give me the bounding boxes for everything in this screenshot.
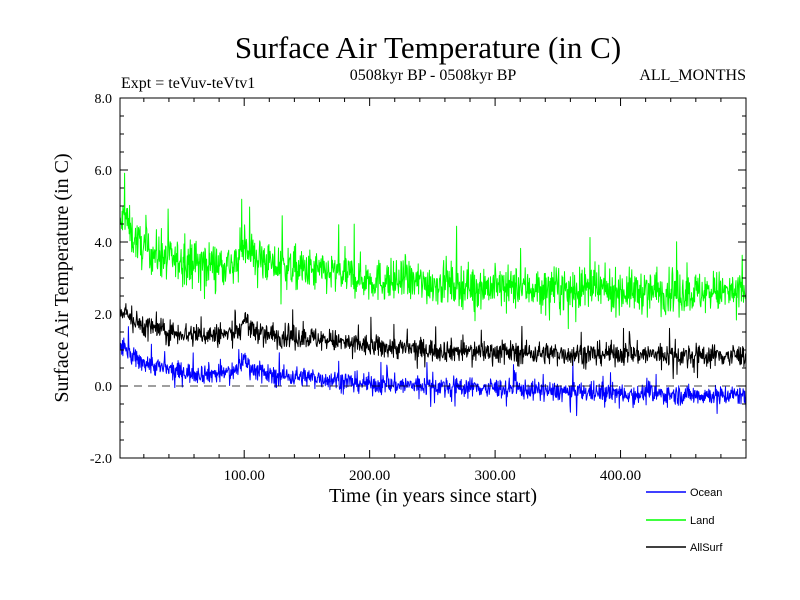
x-tick-label: 300.00: [474, 468, 515, 484]
y-tick-label: 4.0: [95, 236, 113, 251]
x-tick-label: 400.00: [600, 468, 641, 484]
y-tick-label: 8.0: [95, 92, 113, 107]
experiment-label: Expt = teVuv-teVtv1: [121, 75, 255, 92]
series-line-land: [119, 172, 747, 330]
x-tick-label: 200.00: [349, 468, 390, 484]
series-line-ocean: [119, 326, 747, 417]
x-tick-label: 100.00: [224, 468, 265, 484]
x-axis-label: Time (in years since start): [329, 485, 537, 507]
axis-ticks: 100.00 200.00 300.00 400.00 -2.0 0.0 2.0 4.0 6.0…: [90, 92, 746, 484]
legend-label-allsurf: AllSurf: [690, 542, 723, 554]
period-label: 0508kyr BP - 0508kyr BP: [350, 67, 517, 84]
y-tick-label: 6.0: [95, 164, 113, 179]
chart-title: Surface Air Temperature (in C): [235, 30, 621, 65]
legend-label-land: Land: [690, 515, 714, 527]
y-axis-label: Surface Air Temperature (in C): [51, 153, 73, 402]
y-tick-label: 0.0: [95, 380, 113, 395]
legend: Ocean Land AllSurf: [646, 487, 723, 554]
series-layer: [119, 172, 747, 417]
legend-label-ocean: Ocean: [690, 487, 722, 499]
series-line-allsurf: [119, 303, 747, 380]
months-label: ALL_MONTHS: [639, 67, 746, 84]
y-tick-label: 2.0: [95, 308, 113, 323]
y-tick-label: -2.0: [90, 452, 112, 467]
